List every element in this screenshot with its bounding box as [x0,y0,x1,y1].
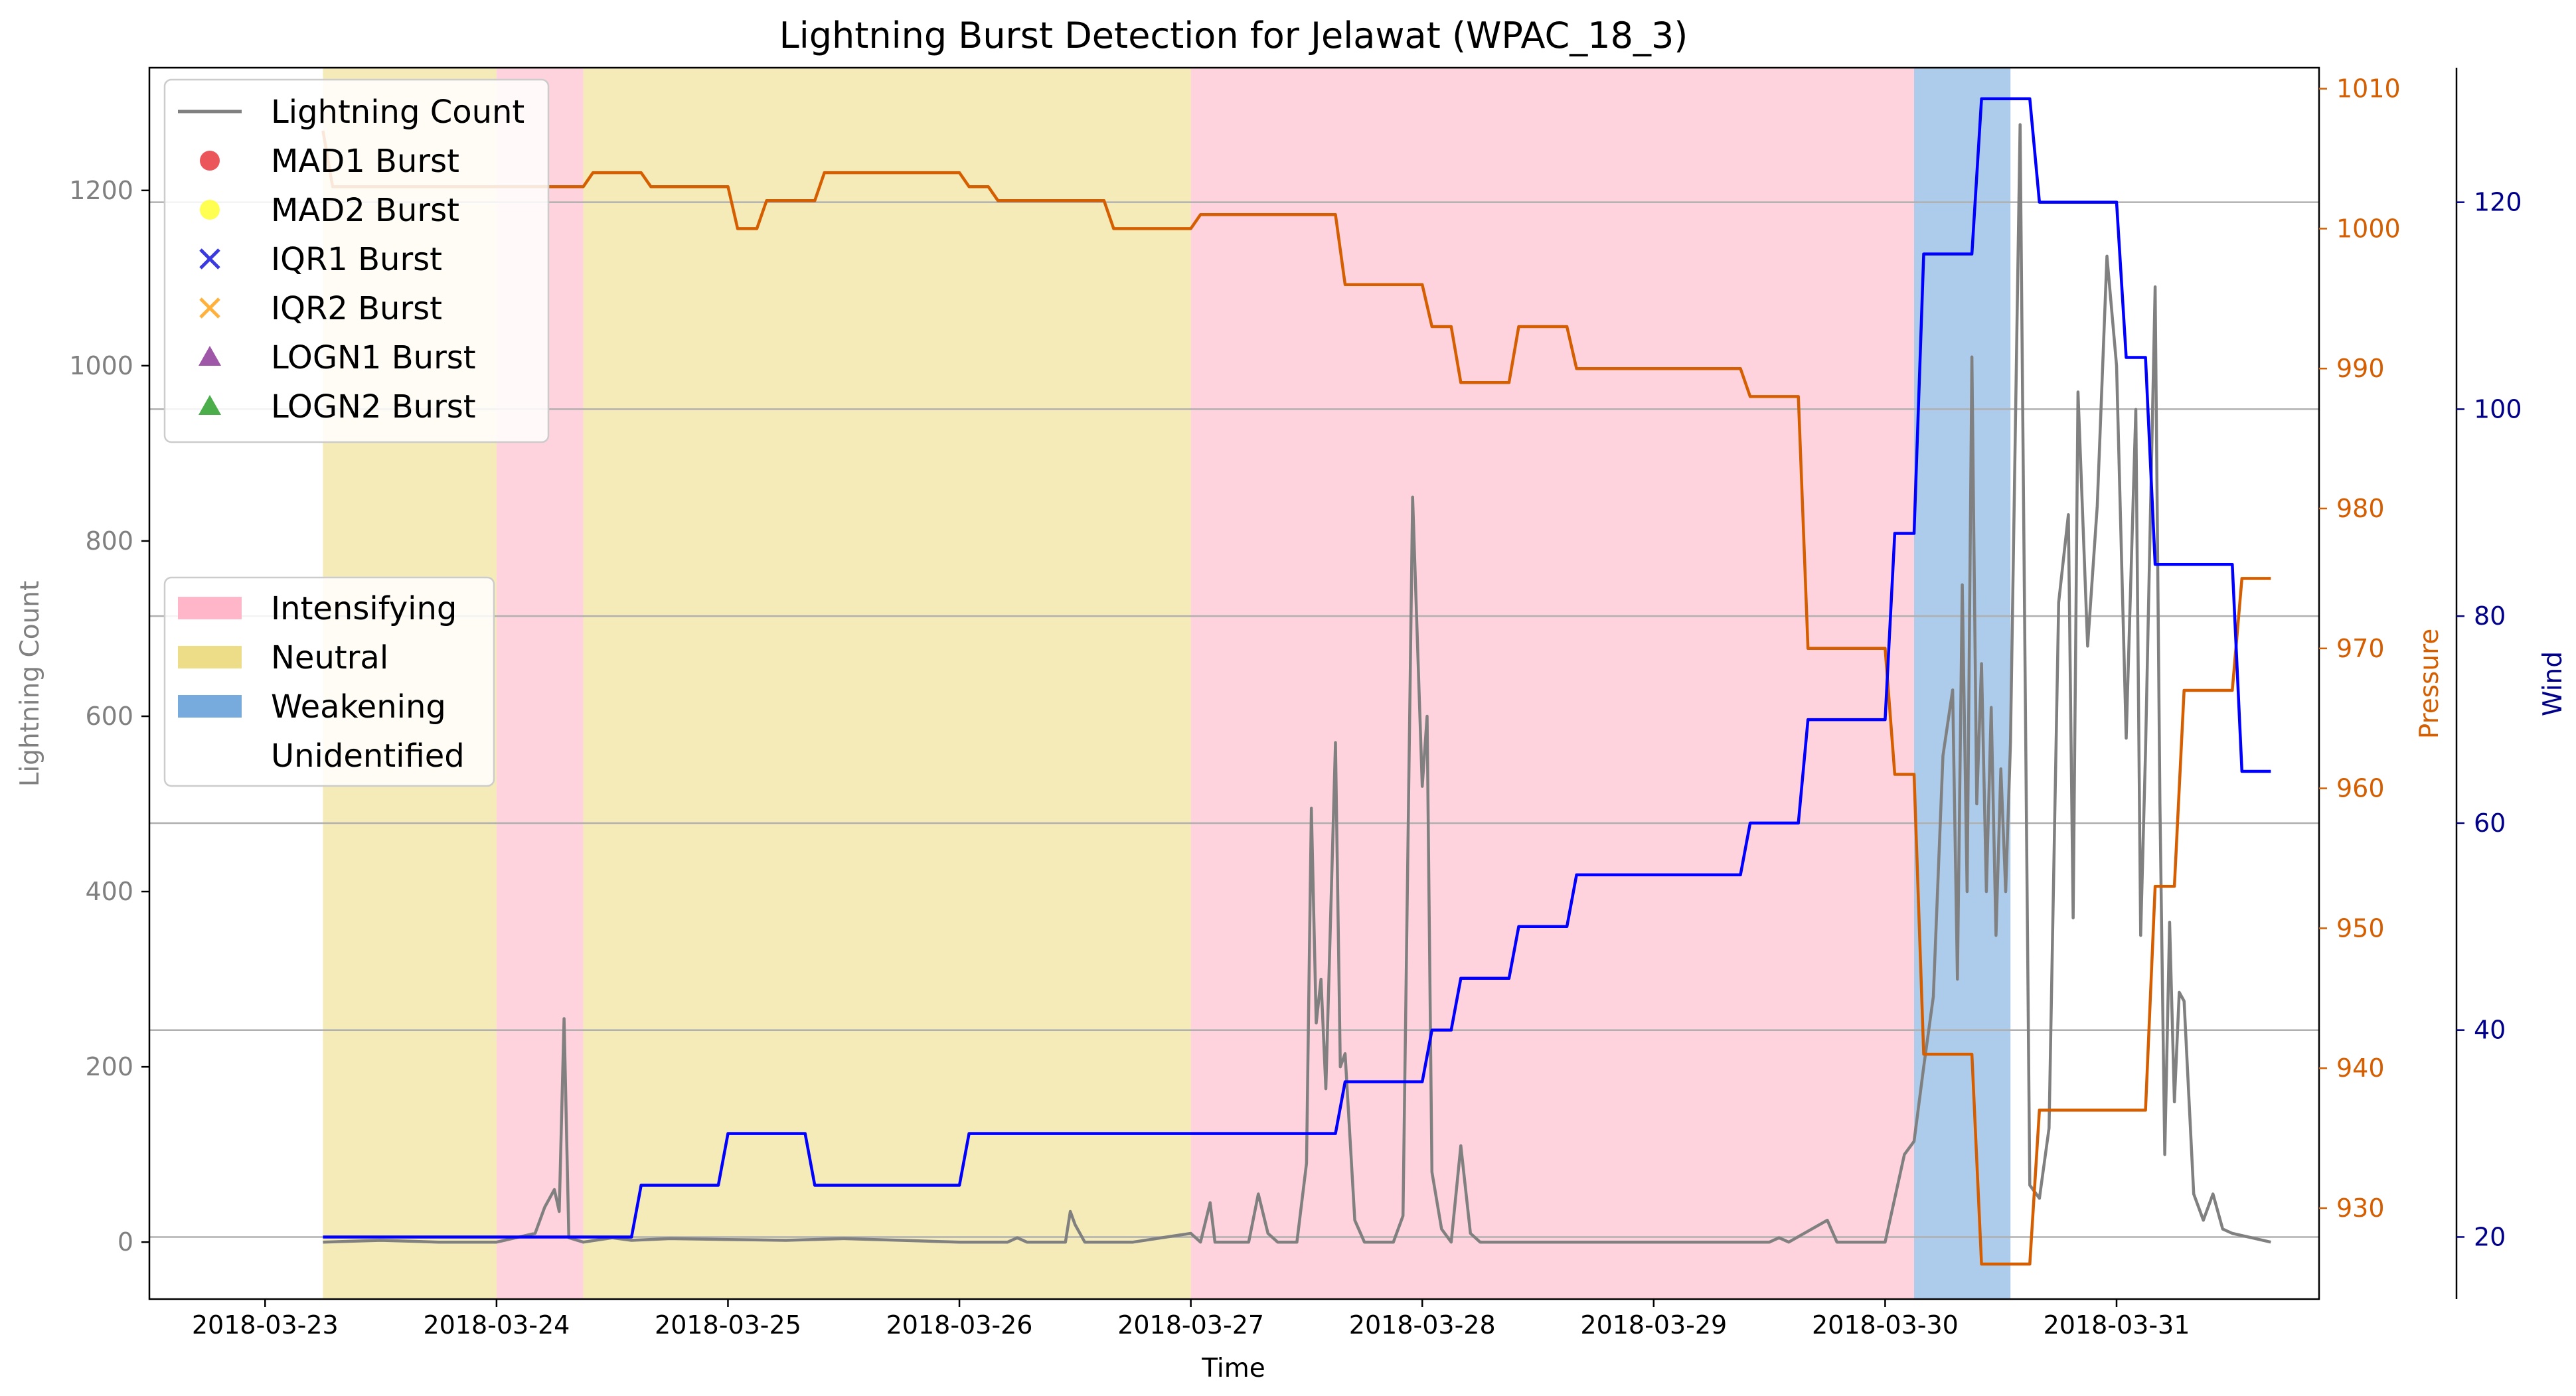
y-tick-label-pressure: 990 [2336,354,2385,383]
x-tick-label: 2018-03-27 [1117,1310,1264,1340]
y-tick-label-left: 1000 [69,351,133,380]
phase-band-neutral [583,68,1191,1299]
phase-bands [323,68,2011,1299]
series-lines [321,97,2271,1266]
y-tick-label-pressure: 950 [2336,913,2385,943]
legend-marker-x [199,297,220,319]
legend-marker-x [199,248,220,270]
legend-series-box [163,78,550,443]
phase-band-intensifying [1190,68,1914,1299]
legend-marker-circle [200,200,220,220]
legend-marker-triangle [199,395,221,415]
y-tick-label-pressure: 1000 [2336,214,2401,243]
x-tick-label: 2018-03-31 [2044,1310,2190,1340]
legend-phase-swatch [178,597,242,619]
y-tick-label-pressure: 940 [2336,1053,2385,1083]
x-axis-label: Time [1201,1354,1265,1383]
x-tick-label: 2018-03-30 [1812,1310,1959,1340]
x-tick-label: 2018-03-24 [423,1310,570,1340]
y-tick-label-left: 200 [85,1052,133,1081]
x-tick-label: 2018-03-26 [886,1310,1033,1340]
y-tick-label-left: 400 [85,877,133,906]
axes: 2018-03-23 2018-03-24 2018-03-25 2018-03-26… [69,68,2522,1340]
legend-series-label: MAD2 Burst [271,192,459,229]
legend-phase-label: Neutral [271,639,388,676]
legend-phases: Intensifying Neutral Weakening Unidentified [163,576,495,787]
y-tick-label-pressure: 980 [2336,494,2385,523]
legend-series-label: IQR2 Burst [271,290,442,327]
y-tick-label-wind: 100 [2474,394,2522,424]
y-tick-label-wind: 20 [2474,1222,2506,1251]
legend-marker-triangle [199,346,221,366]
y-tick-label-pressure: 960 [2336,774,2385,803]
y-tick-label-wind: 80 [2474,601,2506,631]
legend-phase-swatch [178,695,242,718]
legend-series-label: LOGN2 Burst [271,388,476,426]
y-tick-label-wind: 60 [2474,809,2506,838]
series-line-wind [323,97,2271,1239]
plot-frame [148,66,2320,1300]
series-line-pressure [321,130,2271,1266]
y-tick-label-pressure: 930 [2336,1194,2385,1223]
legend-phase-swatch [178,646,242,668]
legend-series: Lightning Count MAD1 Burst MAD2 Burst IQR1 … [163,78,550,443]
legend-series-label: LOGN1 Burst [271,339,476,376]
legend-series-label: IQR1 Burst [271,241,442,278]
y-tick-label-wind: 120 [2474,188,2522,217]
chart-title: Lightning Burst Detection for Jelawat (W… [779,15,1688,56]
legend-phase-label: Weakening [271,688,446,726]
legend-series-label: Lightning Count [271,94,524,131]
legend-series-label: MAD1 Burst [271,143,459,180]
legend-phase-label: Unidentified [271,737,465,775]
y-axis-label-pressure: Pressure [2415,629,2445,739]
y-tick-label-left: 0 [118,1227,133,1257]
x-tick-label: 2018-03-25 [655,1310,801,1340]
legend-phase-label: Intensifying [271,590,457,627]
y-tick-label-pressure: 1010 [2336,74,2401,104]
series-line-lightning-count [323,123,2271,1244]
legend-phases-box [163,576,495,787]
y-tick-label-left: 1200 [69,176,133,205]
y-axis-label-left: Lightning Count [15,581,45,787]
y-tick-label-left: 800 [85,526,133,556]
y-tick-label-left: 600 [85,702,133,731]
legend-marker-circle [200,151,220,171]
x-tick-label: 2018-03-23 [192,1310,339,1340]
y-tick-label-pressure: 970 [2336,634,2385,663]
y-axis-label-wind: Wind [2538,651,2568,716]
y-tick-label-wind: 40 [2474,1016,2506,1045]
x-tick-label: 2018-03-28 [1349,1310,1496,1340]
x-tick-label: 2018-03-29 [1580,1310,1727,1340]
